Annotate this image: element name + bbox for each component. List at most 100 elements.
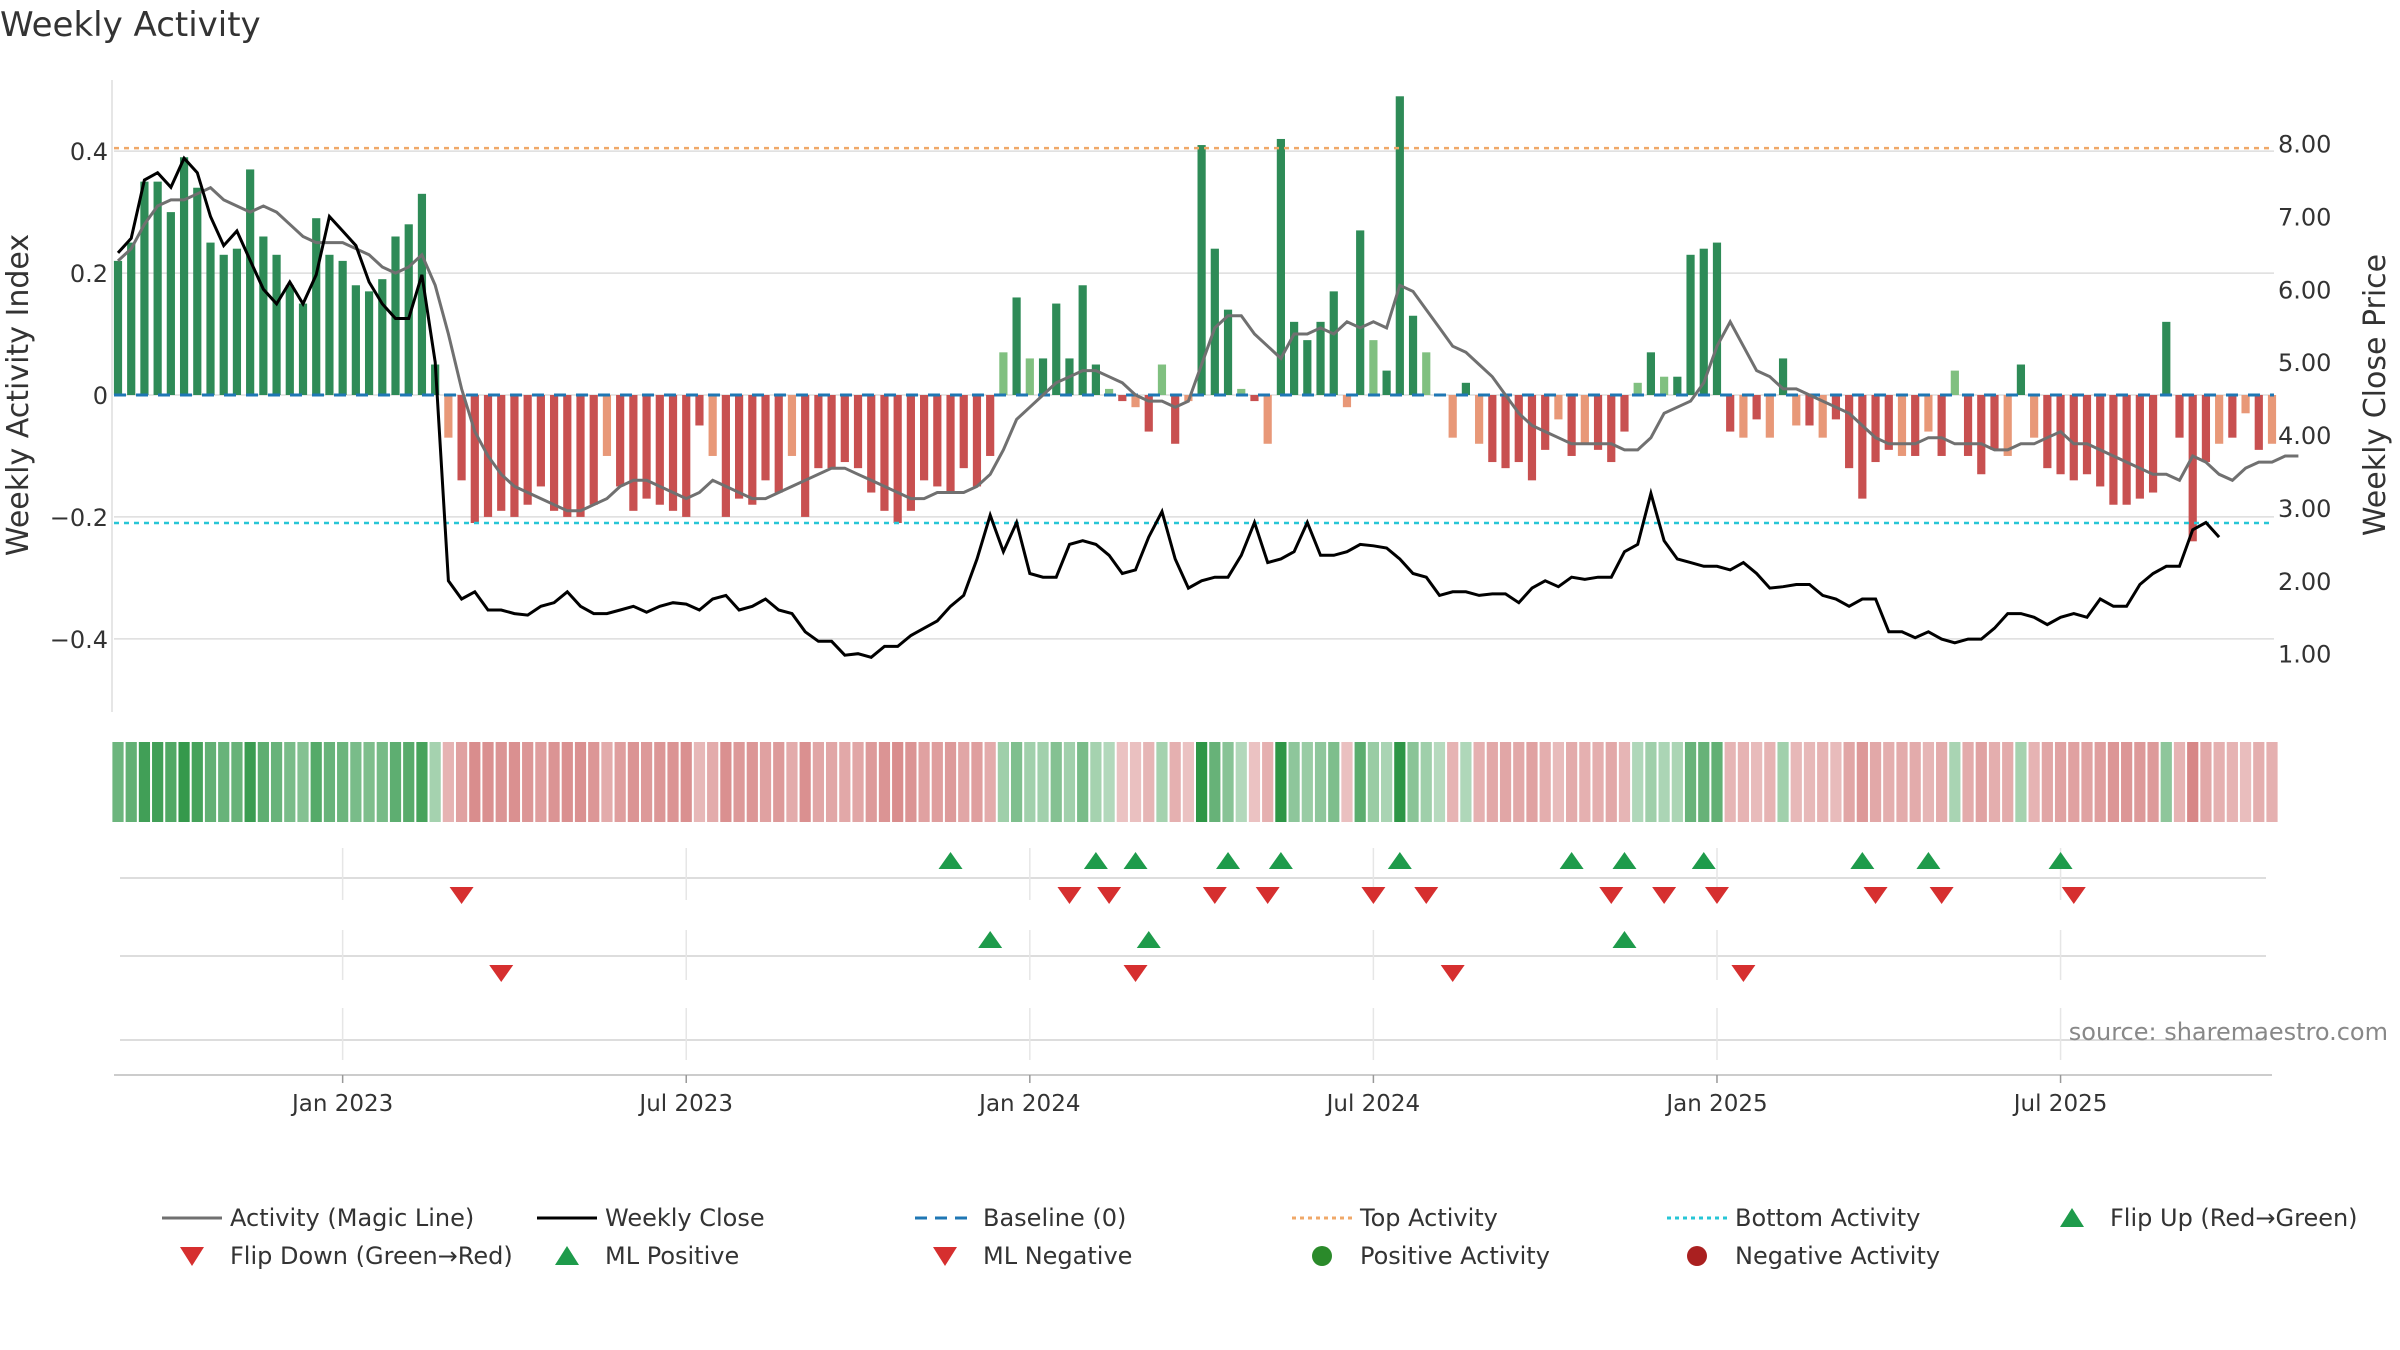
strip-cell: [984, 742, 996, 822]
y-tick-label-left: 0: [93, 382, 108, 410]
legend-item-weekly-close[interactable]: Weekly Close: [535, 1200, 765, 1236]
strip-cell: [667, 742, 679, 822]
activity-bar: [2215, 395, 2224, 444]
lines-layer: [116, 155, 2299, 659]
activity-bar: [1752, 395, 1761, 420]
y-tick-label-right: 5.00: [2278, 349, 2331, 377]
y-tick-label-right: 3.00: [2278, 495, 2331, 523]
activity-bar: [906, 395, 915, 511]
legend-item-magic-line[interactable]: Activity (Magic Line): [160, 1200, 474, 1236]
strip-cell: [2160, 742, 2172, 822]
activity-bar: [285, 285, 294, 395]
strip-cell: [1090, 742, 1102, 822]
flip-down-marker: [1704, 887, 1729, 904]
flip-up-marker: [1559, 852, 1584, 869]
legend-item-top-activity[interactable]: Top Activity: [1290, 1200, 1498, 1236]
activity-bar: [748, 395, 757, 505]
activity-bar: [1237, 388, 1246, 395]
legend-item-baseline[interactable]: Baseline (0): [913, 1200, 1126, 1236]
legend-item-ml-negative[interactable]: ML Negative: [913, 1238, 1132, 1274]
strip-cell: [1751, 742, 1763, 822]
flip-down-marker: [1863, 887, 1888, 904]
legend-item-flip-down[interactable]: Flip Down (Green→Red): [160, 1238, 513, 1274]
activity-bar: [1884, 395, 1893, 450]
strip-cell: [363, 742, 375, 822]
activity-bar: [2109, 395, 2118, 505]
strip-cell: [2266, 742, 2278, 822]
ml-negative-marker: [1123, 965, 1148, 982]
strip-cell: [1579, 742, 1591, 822]
strip-cell: [270, 742, 283, 822]
y-tick-label-right: 8.00: [2278, 131, 2331, 159]
activity-bar: [1356, 230, 1365, 395]
strip-cell: [1063, 742, 1076, 822]
activity-bar: [1408, 315, 1418, 395]
flip-up-marker: [938, 852, 963, 869]
flip-up-marker: [1216, 852, 1241, 869]
activity-bars: [113, 96, 2277, 542]
strip-cell: [931, 742, 943, 822]
strip-cell: [244, 742, 256, 822]
strip-cell: [1262, 742, 1274, 822]
activity-bar: [1197, 145, 1206, 395]
activity-bar: [576, 395, 585, 517]
activity-bar: [457, 395, 466, 481]
x-tick-label: Jan 2023: [290, 1091, 393, 1117]
strip-cell: [1328, 742, 1340, 822]
strip-cell: [1354, 742, 1366, 822]
flip-down-marker: [1652, 887, 1677, 904]
activity-bar: [338, 260, 347, 395]
activity-bar: [972, 395, 982, 487]
x-tick-label: Jul 2025: [2012, 1091, 2108, 1117]
strip-cell: [1314, 742, 1327, 822]
activity-bar: [2162, 321, 2171, 395]
strip-cell: [1526, 742, 1538, 822]
activity-bar: [1937, 395, 1946, 456]
strip-cell: [1235, 742, 1247, 822]
legend-item-negative-activity[interactable]: Negative Activity: [1665, 1238, 1940, 1274]
strip-cell: [1420, 742, 1432, 822]
activity-bar: [179, 157, 189, 395]
ml-markers-panel: [120, 930, 2266, 982]
red-down-triangle-icon: [933, 1247, 957, 1266]
strip-cell: [905, 742, 917, 822]
green-up-triangle-icon: [555, 1246, 579, 1265]
flip-down-marker: [1255, 887, 1280, 904]
strip-cell: [1698, 742, 1710, 822]
activity-bar: [1038, 358, 1048, 395]
strip-cell: [204, 742, 217, 822]
strip-cell: [522, 742, 534, 822]
strip-cell: [944, 742, 957, 822]
legend-item-positive-activity[interactable]: Positive Activity: [1290, 1238, 1550, 1274]
axes-layer: 0.4 0.2 0 −0.2 −0.4 8.00 7.00 6.00 5.00 4.00 3.00 2…: [50, 80, 2331, 712]
activity-bar: [629, 395, 638, 511]
activity-bar: [1712, 242, 1722, 395]
activity-bar: [1673, 376, 1682, 395]
strip-cell: [1909, 742, 1921, 822]
legend-item-ml-positive[interactable]: ML Positive: [535, 1238, 739, 1274]
activity-bar: [1091, 364, 1100, 395]
strip-cell: [2041, 742, 2053, 822]
activity-bar: [1052, 303, 1061, 395]
activity-bar: [1765, 395, 1774, 438]
legend-item-flip-up[interactable]: Flip Up (Red→Green): [2040, 1200, 2358, 1236]
strip-cell: [1843, 742, 1855, 822]
strip-cell: [2094, 742, 2106, 822]
activity-bar: [1911, 395, 1920, 456]
activity-bar: [1395, 96, 1404, 396]
activity-bar: [1223, 309, 1233, 395]
activity-bar: [2082, 395, 2092, 475]
activity-bar: [1157, 364, 1167, 395]
activity-bar: [153, 181, 162, 395]
legend-item-bottom-activity[interactable]: Bottom Activity: [1665, 1200, 1920, 1236]
activity-bar: [312, 218, 321, 395]
strip-cell: [1116, 742, 1128, 822]
activity-bar: [589, 395, 598, 505]
strip-cell: [310, 742, 322, 822]
strip-cell: [416, 742, 428, 822]
strip-cell: [1856, 742, 1868, 822]
flip-down-marker: [449, 887, 474, 904]
strip-cell: [1803, 742, 1816, 822]
strip-cell: [1777, 742, 1789, 822]
strip-cell: [918, 742, 930, 822]
